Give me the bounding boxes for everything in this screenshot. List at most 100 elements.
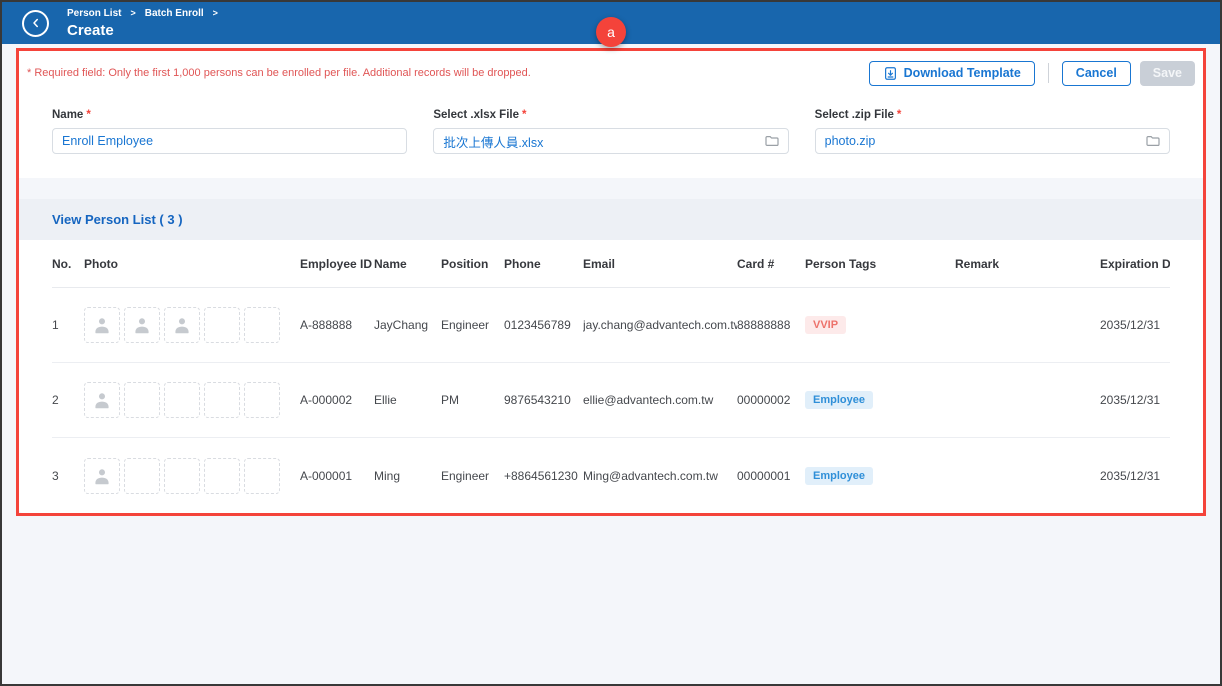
person-list-section-header: View Person List ( 3 ) [19,199,1203,240]
photo-placeholder-empty[interactable] [124,382,160,418]
employee-id-cell: A-888888 [300,318,374,332]
person-silhouette-icon [131,314,153,336]
photo-strip [84,382,300,418]
toolbar-divider [1048,63,1049,83]
phone-cell: 9876543210 [504,393,583,407]
name-cell: Ellie [374,393,441,407]
breadcrumb: Person List > Batch Enroll > [67,8,218,19]
column-header-person-tags: Person Tags [805,257,955,271]
photo-strip [84,307,300,343]
annotation-highlight-box: * Required field: Only the first 1,000 p… [16,48,1206,516]
photo-placeholder-empty[interactable] [164,382,200,418]
name-field-group: Name* [52,109,407,154]
name-cell: Ming [374,469,441,483]
save-label: Save [1153,66,1182,80]
breadcrumb-separator-icon: > [130,8,135,18]
cancel-button[interactable]: Cancel [1062,61,1131,86]
photo-placeholder-empty[interactable] [244,382,280,418]
person-tag-badge: VVIP [805,316,846,334]
person-silhouette-icon [91,389,113,411]
header-text: Person List > Batch Enroll > Create [67,8,218,39]
name-input[interactable] [52,128,407,154]
required-field-warning: * Required field: Only the first 1,000 p… [27,67,531,79]
photo-placeholder-empty[interactable] [204,458,240,494]
xlsx-field-group: Select .xlsx File* [433,109,788,154]
save-button[interactable]: Save [1140,61,1195,86]
photo-placeholder-empty[interactable] [164,458,200,494]
breadcrumb-item-person-list[interactable]: Person List [67,8,121,19]
back-button[interactable] [22,10,49,37]
table-row: 2 A-000002 Ellie PM 9876543210 ellie@adv… [52,363,1170,438]
employee-id-cell: A-000001 [300,469,374,483]
photo-placeholder-empty[interactable] [244,458,280,494]
photo-placeholder-empty[interactable] [204,307,240,343]
card-number-cell: 00000001 [737,469,805,483]
toolbar-actions: Download Template Cancel Save [869,61,1195,86]
zip-file-input[interactable] [815,128,1170,154]
person-tag-badge: Employee [805,467,873,485]
expiration-date-cell: 2035/12/31 [1100,318,1170,332]
column-header-remark: Remark [955,257,1100,271]
column-header-phone: Phone [504,257,583,271]
table-header-row: No. Photo Employee ID Name Position Phon… [52,240,1170,288]
photo-placeholder-filled[interactable] [164,307,200,343]
person-silhouette-icon [171,314,193,336]
email-cell: Ming@advantech.com.tw [583,469,737,483]
download-template-button[interactable]: Download Template [869,61,1035,86]
position-cell: Engineer [441,469,504,483]
xlsx-field-label: Select .xlsx File* [433,109,788,121]
app-header: Person List > Batch Enroll > Create a [2,2,1220,44]
person-tags-cell: Employee [805,391,955,409]
table-row: 1 A-888888 JayChang Engineer 0123456789 … [52,288,1170,363]
row-number-cell: 2 [52,393,84,407]
column-header-no: No. [52,257,84,271]
person-tags-cell: VVIP [805,316,955,334]
expiration-date-cell: 2035/12/31 [1100,393,1170,407]
person-silhouette-icon [91,314,113,336]
folder-icon[interactable] [1145,133,1161,149]
person-tags-cell: Employee [805,467,955,485]
breadcrumb-item-batch-enroll[interactable]: Batch Enroll [145,8,204,19]
photo-strip [84,458,300,494]
required-asterisk: * [86,109,90,121]
row-number-cell: 1 [52,318,84,332]
photo-placeholder-empty[interactable] [124,458,160,494]
photo-placeholder-empty[interactable] [204,382,240,418]
zip-label-text: Select .zip File [815,109,894,121]
phone-cell: 0123456789 [504,318,583,332]
name-label-text: Name [52,109,83,121]
email-cell: ellie@advantech.com.tw [583,393,737,407]
phone-cell: +8864561230 [504,469,583,483]
annotation-badge-a: a [596,17,626,47]
download-template-label: Download Template [904,66,1021,80]
person-silhouette-icon [91,465,113,487]
column-header-expiration-date: Expiration Date [1100,257,1170,271]
section-gap [19,178,1203,199]
person-list-table: No. Photo Employee ID Name Position Phon… [19,240,1203,513]
required-asterisk: * [897,109,901,121]
column-header-card: Card # [737,257,805,271]
column-header-position: Position [441,257,504,271]
photo-placeholder-filled[interactable] [124,307,160,343]
folder-icon[interactable] [764,133,780,149]
photo-placeholder-filled[interactable] [84,307,120,343]
enroll-form-card: * Required field: Only the first 1,000 p… [19,51,1203,178]
table-body: 1 A-888888 JayChang Engineer 0123456789 … [52,288,1170,513]
zip-field-label: Select .zip File* [815,109,1170,121]
position-cell: Engineer [441,318,504,332]
email-cell: jay.chang@advantech.com.tw [583,318,737,332]
photo-placeholder-empty[interactable] [244,307,280,343]
photo-placeholder-filled[interactable] [84,458,120,494]
photo-placeholder-filled[interactable] [84,382,120,418]
xlsx-file-input[interactable] [433,128,788,154]
column-header-name: Name [374,257,441,271]
cancel-label: Cancel [1076,66,1117,80]
name-field-label: Name* [52,109,407,121]
view-person-list-title: View Person List ( 3 ) [52,212,183,227]
expiration-date-cell: 2035/12/31 [1100,469,1170,483]
row-number-cell: 3 [52,469,84,483]
breadcrumb-separator-icon: > [213,8,218,18]
name-cell: JayChang [374,318,441,332]
toolbar: * Required field: Only the first 1,000 p… [19,51,1203,95]
column-header-email: Email [583,257,737,271]
